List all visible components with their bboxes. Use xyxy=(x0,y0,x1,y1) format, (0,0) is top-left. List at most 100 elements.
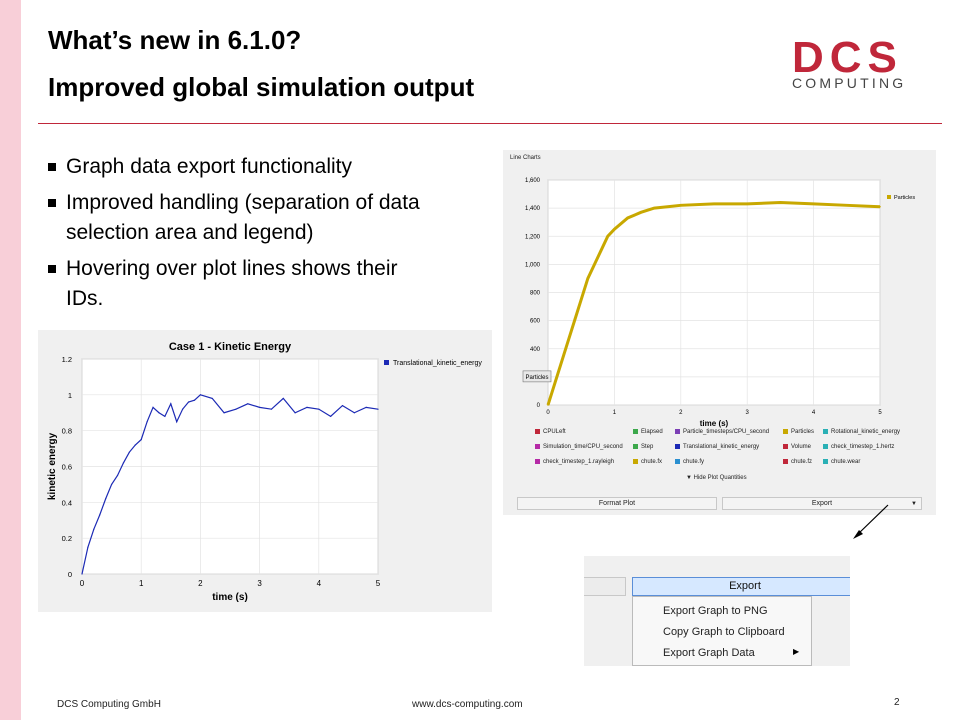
x-axis-label: time (s) xyxy=(700,419,729,428)
quantity-toggle-item[interactable]: chute.wear xyxy=(823,459,860,465)
hover-tooltip-box xyxy=(522,370,552,383)
legend-swatch xyxy=(384,360,389,365)
quantity-toggle-item[interactable]: chute.fz xyxy=(783,459,812,465)
data-point xyxy=(377,408,379,410)
line-charts-header: Line Charts xyxy=(510,155,541,161)
legend-color-swatch xyxy=(675,459,680,464)
quantity-toggle-item[interactable]: Elapsed xyxy=(633,429,663,435)
data-point xyxy=(223,412,225,414)
legend-color-swatch xyxy=(535,429,540,434)
legend-item-label: Particles xyxy=(791,429,815,436)
y-tick-label: 0.6 xyxy=(62,463,72,472)
data-point xyxy=(653,207,656,209)
legend-color-swatch xyxy=(783,459,788,464)
quantity-toggle-item[interactable]: Translational_kinetic_energy xyxy=(675,444,759,450)
data-point xyxy=(140,439,142,441)
x-tick-label: 0 xyxy=(80,579,85,588)
legend-item-label: check_timestep_1.rayleigh xyxy=(543,459,615,466)
quantity-toggle-item[interactable]: chute.fx xyxy=(633,459,662,465)
bullet-square-icon xyxy=(48,199,56,207)
legend-item-label: Elapsed xyxy=(641,429,663,436)
hide-plot-quantities-toggle[interactable]: ▼ Hide Plot Quantities xyxy=(686,475,747,481)
y-tick-label: 800 xyxy=(530,291,541,297)
quantity-toggle-item[interactable]: Particles xyxy=(783,429,814,435)
quantity-toggle-item[interactable]: Volume xyxy=(783,444,811,450)
quantity-toggle-item[interactable]: CPULeft xyxy=(535,429,566,435)
x-tick-label: 0 xyxy=(546,410,550,416)
data-point xyxy=(105,498,107,500)
y-tick-label: 0.8 xyxy=(62,427,72,436)
x-tick-label: 2 xyxy=(679,410,683,416)
data-point xyxy=(593,263,596,266)
footer-url: www.dcs-computing.com xyxy=(412,699,523,710)
legend-color-swatch xyxy=(823,429,828,434)
y-tick-label: 1,400 xyxy=(525,206,541,212)
dcs-logo: DCS COMPUTING xyxy=(788,36,938,92)
bullet-square-icon xyxy=(48,163,56,171)
footer-company: DCS Computing GmbH xyxy=(57,699,161,710)
data-point xyxy=(164,415,166,417)
legend-color-swatch xyxy=(783,429,788,434)
data-point xyxy=(573,319,576,322)
data-point xyxy=(93,528,95,530)
format-plot-button[interactable]: Format Plot xyxy=(517,497,717,510)
bullet-item: Graph data export functionality xyxy=(48,152,468,182)
y-tick-label: 1,200 xyxy=(525,234,541,240)
quantity-toggle-item[interactable]: Rotational_kinetic_energy xyxy=(823,429,900,435)
legend-item-label: Rotational_kinetic_energy xyxy=(831,429,901,436)
x-tick-label: 4 xyxy=(317,579,322,588)
bullet-item: Hovering over plot lines shows their IDs… xyxy=(48,254,408,314)
legend-item-label: chute.fz xyxy=(791,459,813,466)
data-point xyxy=(567,340,569,343)
quantity-toggle-item[interactable]: Simulation_time/CPU_second xyxy=(535,444,623,450)
quantity-toggle-item[interactable]: check_timestep_1.hertz xyxy=(823,444,894,450)
data-point xyxy=(553,383,556,385)
data-point xyxy=(846,204,848,207)
quantity-toggle-item[interactable]: check_timestep_1.rayleigh xyxy=(535,459,614,465)
legend-swatch xyxy=(887,195,891,199)
data-point xyxy=(128,451,130,453)
x-tick-label: 2 xyxy=(198,579,203,588)
legend-item-label: Volume xyxy=(791,444,812,451)
zoom-format-button[interactable] xyxy=(584,577,626,596)
legend-color-swatch xyxy=(633,459,638,464)
y-tick-label: 400 xyxy=(530,347,541,353)
menu-item-copy-clipboard[interactable]: Copy Graph to Clipboard xyxy=(663,626,785,638)
data-point xyxy=(122,462,125,464)
data-point xyxy=(199,394,201,396)
legend-entry: Particles xyxy=(894,195,915,201)
data-point xyxy=(779,201,782,204)
data-point xyxy=(170,403,172,405)
quantity-toggle-item[interactable]: Step xyxy=(633,444,653,450)
export-menu-zoom: Export Export Graph to PNG Copy Graph to… xyxy=(584,552,850,666)
legend-entry: Translational_kinetic_energy xyxy=(393,360,482,367)
menu-item-export-png[interactable]: Export Graph to PNG xyxy=(663,605,768,617)
export-dropdown-button[interactable]: Export ▼ xyxy=(722,497,922,510)
x-tick-label: 5 xyxy=(376,579,381,588)
legend-item-label: check_timestep_1.hertz xyxy=(831,444,895,451)
quantity-legend: CPULeft Elapsed Particle_timesteps/CPU_sec… xyxy=(503,425,936,485)
triangle-down-icon: ▼ xyxy=(686,475,694,481)
logo-main-text: DCS xyxy=(792,33,903,82)
zoom-export-button[interactable]: Export xyxy=(632,577,850,596)
logo-sub-text: COMPUTING xyxy=(792,75,907,91)
data-point xyxy=(640,211,642,214)
x-tick-label: 1 xyxy=(139,579,144,588)
legend-item-label: Translational_kinetic_energy xyxy=(683,444,760,451)
particles-chart[interactable]: 01234502004006008001,0001,2001,4001,600t… xyxy=(503,165,936,435)
quantity-toggle-item[interactable]: chute.fy xyxy=(675,459,704,465)
data-point xyxy=(259,406,261,408)
side-accent-bar xyxy=(0,0,21,720)
y-tick-label: 0 xyxy=(537,403,541,409)
legend-item-label: chute.fy xyxy=(683,459,705,466)
title-divider xyxy=(38,123,942,124)
export-context-menu: Export Graph to PNG Copy Graph to Clipbo… xyxy=(632,596,812,666)
menu-item-export-data[interactable]: Export Graph Data xyxy=(663,647,755,659)
series-line xyxy=(546,200,881,406)
data-point xyxy=(193,399,196,401)
quantity-toggle-item[interactable]: Particle_timesteps/CPU_second xyxy=(675,429,769,435)
x-tick-label: 3 xyxy=(746,410,750,416)
data-point xyxy=(626,217,629,219)
data-point xyxy=(713,203,715,205)
legend-color-swatch xyxy=(675,444,680,449)
